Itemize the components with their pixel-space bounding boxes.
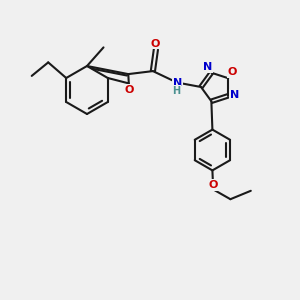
Text: O: O	[228, 67, 237, 77]
Text: O: O	[151, 38, 160, 49]
Text: N: N	[230, 90, 239, 100]
Text: O: O	[208, 180, 218, 190]
Text: N: N	[173, 78, 182, 88]
Text: O: O	[125, 85, 134, 95]
Text: H: H	[172, 86, 180, 96]
Text: N: N	[203, 62, 212, 72]
